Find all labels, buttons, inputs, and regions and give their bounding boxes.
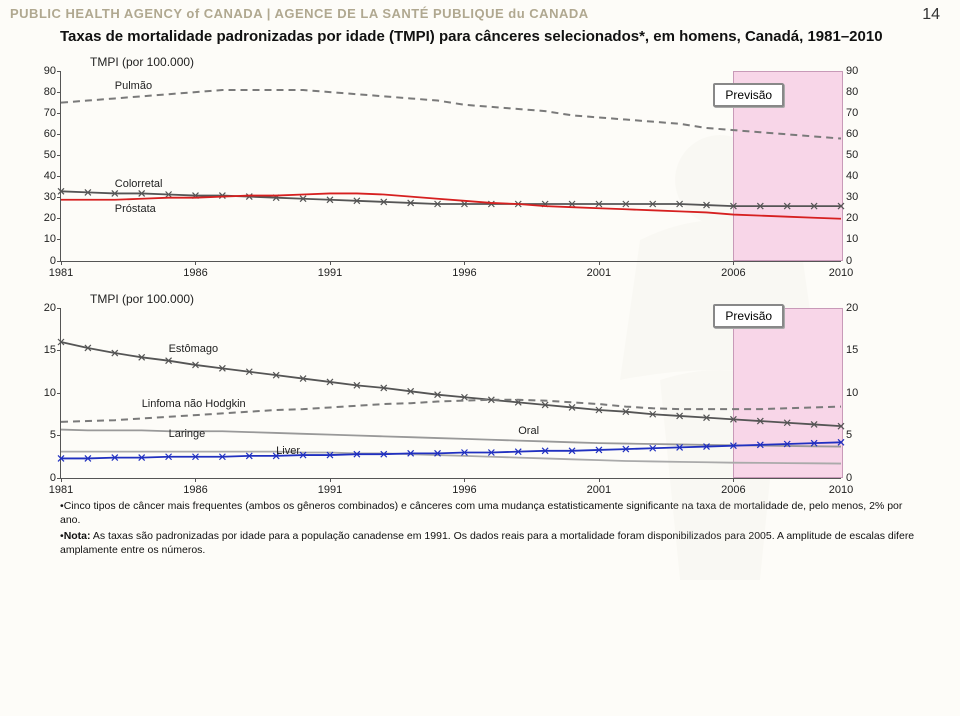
y-tick: 40: [31, 170, 56, 182]
y-tick: 70: [31, 107, 56, 119]
x-tick-end: 2010: [829, 267, 853, 279]
series-label-Oral: Oral: [518, 425, 539, 437]
note-1-text: Cinco tipos de câncer mais frequentes (a…: [60, 500, 902, 526]
series-label-Linfoma não Hodgkin: Linfoma não Hodgkin: [142, 398, 246, 410]
chart-top: TMPI (por 100.000) 001010202030304040505…: [60, 55, 920, 262]
series-label-Liver: Liver: [276, 445, 300, 457]
series-label-Colorretal: Colorretal: [115, 178, 163, 190]
y-tick: 5: [31, 429, 56, 441]
x-tick: 2001: [587, 484, 611, 496]
y-tick-right: 0: [846, 472, 871, 484]
y-tick-right: 40: [846, 170, 871, 182]
x-tick: 2006: [721, 484, 745, 496]
series-label-Estômago: Estômago: [169, 343, 219, 355]
y-tick-right: 70: [846, 107, 871, 119]
x-tick: 1986: [183, 484, 207, 496]
series-Colorretal: [61, 191, 841, 206]
note-1: •Cinco tipos de câncer mais frequentes (…: [60, 499, 920, 527]
y-tick: 60: [31, 128, 56, 140]
y-tick: 30: [31, 191, 56, 203]
chart-svg: [61, 308, 841, 478]
series-label-Laringe: Laringe: [169, 428, 206, 440]
x-tick: 1996: [452, 484, 476, 496]
y-tick-right: 80: [846, 86, 871, 98]
y-axis-title-bottom: TMPI (por 100.000): [90, 292, 920, 306]
y-tick: 0: [31, 255, 56, 267]
y-tick-right: 10: [846, 387, 871, 399]
forecast-label: Previsão: [713, 304, 784, 328]
y-tick-right: 20: [846, 302, 871, 314]
y-tick-right: 15: [846, 344, 871, 356]
note-2-text: As taxas são padronizadas por idade para…: [60, 530, 914, 556]
y-tick-right: 20: [846, 212, 871, 224]
chart-bottom: TMPI (por 100.000) 005510101515202019811…: [60, 292, 920, 479]
y-tick: 15: [31, 344, 56, 356]
x-tick: 1996: [452, 267, 476, 279]
series-label-Próstata: Próstata: [115, 203, 156, 215]
plot-top: 0010102020303040405050606070708080909019…: [60, 71, 841, 262]
y-tick-right: 5: [846, 429, 871, 441]
y-tick-right: 10: [846, 233, 871, 245]
forecast-label: Previsão: [713, 83, 784, 107]
y-tick: 10: [31, 233, 56, 245]
y-tick: 20: [31, 302, 56, 314]
y-tick-right: 90: [846, 65, 871, 77]
y-tick-right: 0: [846, 255, 871, 267]
x-tick: 2006: [721, 267, 745, 279]
x-tick: 1981: [49, 267, 73, 279]
slide-title: Taxas de mortalidade padronizadas por id…: [0, 25, 960, 55]
agency-header: PUBLIC HEALTH AGENCY of CANADA | AGENCE …: [0, 0, 960, 25]
note-2: •Nota: As taxas são padronizadas por ida…: [60, 529, 920, 557]
x-tick: 1986: [183, 267, 207, 279]
y-tick: 0: [31, 472, 56, 484]
y-tick-right: 30: [846, 191, 871, 203]
x-tick: 1991: [318, 484, 342, 496]
x-tick: 2001: [587, 267, 611, 279]
y-tick: 80: [31, 86, 56, 98]
x-tick: 1981: [49, 484, 73, 496]
page-number: 14: [922, 6, 940, 24]
x-tick-end: 2010: [829, 484, 853, 496]
y-tick-right: 60: [846, 128, 871, 140]
x-tick: 1991: [318, 267, 342, 279]
series-label-Pulmão: Pulmão: [115, 80, 152, 92]
y-tick: 90: [31, 65, 56, 77]
plot-bottom: 0055101015152020198119861991199620012006…: [60, 308, 841, 479]
y-tick: 20: [31, 212, 56, 224]
y-tick: 10: [31, 387, 56, 399]
footnotes: •Cinco tipos de câncer mais frequentes (…: [60, 499, 920, 558]
y-tick: 50: [31, 149, 56, 161]
y-tick-right: 50: [846, 149, 871, 161]
y-axis-title-top: TMPI (por 100.000): [90, 55, 920, 69]
